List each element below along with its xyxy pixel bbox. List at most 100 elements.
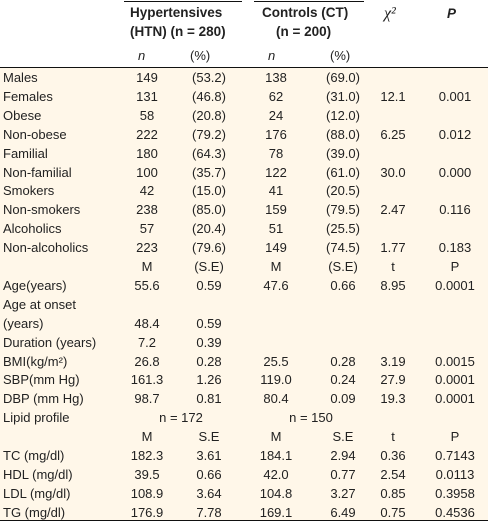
cell-a: 131	[136, 88, 158, 104]
cell-b: (64.3)	[192, 145, 226, 161]
cell-e: 1.77	[380, 240, 406, 256]
cell-a: 7.2	[137, 334, 157, 350]
row-label: BMI(kg/m²)	[3, 353, 68, 369]
row-label: Age at onset	[3, 296, 76, 312]
cell-e: 12.1	[380, 88, 406, 104]
cell-d: (20.5)	[326, 183, 360, 199]
cell-d: 0.24	[330, 372, 356, 388]
row-label: Duration (years)	[3, 334, 97, 350]
row-label: TC (mg/dl)	[3, 448, 65, 463]
table-header-background	[0, 0, 488, 68]
cell-c: 104.8	[259, 485, 293, 501]
cell-f: 0.0001	[435, 391, 475, 407]
p-value-header: P	[447, 6, 457, 21]
cell-c: M	[270, 429, 282, 445]
cell-b: 3.61	[196, 448, 222, 463]
row-label: Non-familial	[3, 164, 72, 180]
cell-b: (35.7)	[192, 164, 226, 180]
cell-d: 0.77	[330, 466, 356, 482]
cell-e: t	[391, 429, 395, 445]
cell-e: 0.36	[380, 448, 406, 463]
cell-a: M	[141, 259, 153, 274]
cell-a: 180	[136, 145, 158, 161]
cell-f: 0.0113	[435, 466, 475, 482]
row-label: Age(years)	[3, 277, 67, 293]
cell-e: 0.85	[380, 485, 406, 501]
row-label: (years)	[3, 315, 44, 331]
cell-d: (61.0)	[326, 164, 360, 180]
cell-c: 122	[265, 164, 287, 180]
cell-b: (S.E)	[194, 259, 224, 274]
cell-f: 0.0015	[435, 353, 475, 369]
row-label: Males	[3, 70, 38, 85]
cell-c: 184.1	[259, 448, 293, 463]
cell-c: 159	[265, 202, 287, 218]
cell-b: 0.59	[196, 315, 222, 331]
cell-a: 39.5	[134, 466, 160, 482]
cell-e: 19.3	[380, 391, 406, 407]
cell-c: 62	[268, 88, 284, 104]
cell-d: 0.66	[330, 277, 356, 293]
header-rule-ct	[254, 1, 364, 2]
cell-b: S.E	[198, 429, 220, 445]
cell-a: 176.9	[130, 504, 164, 520]
cell-f: 0.116	[439, 202, 471, 218]
cell-b: (85.0)	[192, 202, 226, 218]
cell-b: 0.39	[196, 334, 222, 350]
cell-a: 182.3	[130, 448, 164, 463]
cell-c: 176	[265, 126, 287, 142]
cell-e: 2.54	[380, 466, 406, 482]
cell-a: 26.8	[134, 353, 160, 369]
cell-b: (15.0)	[192, 183, 226, 199]
cell-d: 2.94	[330, 448, 356, 463]
cell-c: 47.6	[263, 277, 289, 293]
cell-a: 223	[136, 240, 158, 256]
cell-e: 27.9	[380, 372, 406, 388]
cell-f: P	[450, 429, 460, 445]
cell-d: (31.0)	[326, 88, 360, 104]
htn-n-header: n	[138, 48, 146, 63]
cell-e: 30.0	[380, 164, 406, 180]
cell-b: 0.66	[196, 466, 222, 482]
row-label: Females	[3, 88, 53, 104]
cell-d: (12.0)	[326, 107, 360, 123]
cell-d: (88.0)	[326, 126, 360, 142]
cell-a: 108.9	[130, 485, 164, 501]
cell-a: 222	[136, 126, 158, 142]
cell-ab: n = 172	[159, 410, 203, 426]
cell-b: (46.8)	[192, 88, 226, 104]
cell-d: (69.0)	[326, 70, 360, 85]
ct-header-line2: (n = 200)	[276, 24, 332, 39]
cell-c: 41	[268, 183, 284, 199]
row-label: Non-alcoholics	[3, 240, 89, 256]
cell-b: 1.26	[196, 372, 222, 388]
cell-f: 0.0001	[435, 277, 475, 293]
cell-c: 42.0	[263, 466, 289, 482]
row-label: LDL (mg/dl)	[3, 485, 71, 501]
row-label: Non-smokers	[3, 202, 81, 218]
htn-header-line2: (HTN) (n = 280)	[130, 24, 226, 39]
cell-e: 3.19	[380, 353, 406, 369]
cell-d: (74.5)	[326, 240, 360, 256]
cell-c: 80.4	[263, 391, 289, 407]
row-label: DBP (mm Hg)	[3, 391, 84, 407]
cell-d: (25.5)	[326, 221, 360, 237]
cell-a: 58	[139, 107, 155, 123]
cell-a: 57	[139, 221, 155, 237]
row-label: Obese	[3, 107, 42, 123]
table-body-background	[0, 68, 488, 521]
cell-f: 0.001	[438, 88, 472, 104]
ct-n-header: n	[268, 48, 276, 63]
cell-b: 0.59	[196, 277, 222, 293]
chi-square-header: χ²	[384, 5, 396, 22]
row-label: TG (mg/dl)	[3, 504, 66, 520]
row-label: HDL (mg/dl)	[3, 466, 73, 482]
header-rule-htn	[124, 1, 242, 2]
cell-d: 0.28	[330, 353, 356, 369]
cell-f: 0.3958	[435, 485, 475, 501]
cell-c: 138	[265, 70, 287, 85]
cell-c: 78	[268, 145, 284, 161]
cell-c: M	[270, 259, 282, 274]
cell-e: 0.75	[380, 504, 406, 520]
htn-pct-header: (%)	[190, 48, 211, 63]
